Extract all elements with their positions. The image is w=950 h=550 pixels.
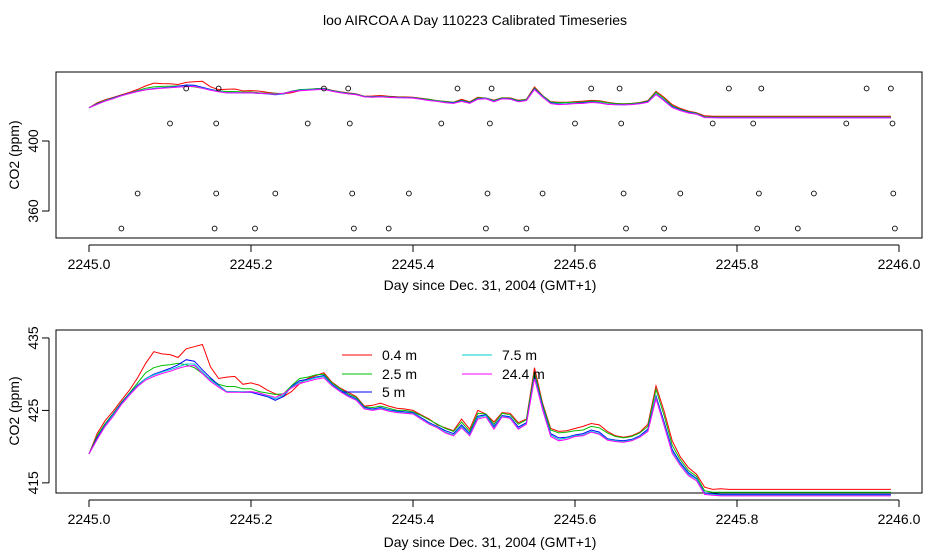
scatter-point [623,225,629,232]
panel-top-x-axis: 2245.0 2245.2 2245.4 2245.6 2245.8 2246.0 [68,244,921,272]
scatter-point [252,225,258,232]
scatter-point [346,120,353,127]
scatter-point [406,190,412,197]
scatter-point [349,190,356,197]
top-x-tick-label: 2245.0 [68,256,111,272]
top-x-tick-label: 2245.6 [554,256,597,272]
scatter-point [487,120,493,127]
scatter-point [811,190,817,197]
scatter-point [661,225,667,232]
series-line [88,363,891,496]
panel-bottom-frame [55,329,923,494]
scatter-point [213,190,220,197]
top-x-tick-label: 2246.0 [878,256,921,272]
series-line [88,343,891,490]
scatter-point [754,225,761,232]
bottom-x-tick-label: 2246.0 [878,511,921,527]
scatter-point [677,190,684,197]
scatter-point [385,225,392,232]
scatter-point [843,120,850,127]
scatter-point [620,190,627,197]
scatter-point [863,85,870,92]
top-y-tick-label: 360 [25,199,41,223]
scatter-point [588,85,595,92]
scatter-point [351,225,357,232]
scatter-point [888,85,894,92]
legend-label: 24.4 m [502,366,545,382]
figure-title: loo AIRCOA A Day 110223 Calibrated Times… [323,12,627,28]
bottom-x-tick-label: 2245.4 [392,511,435,527]
panel-bottom: 2245.0 2245.2 2245.4 2245.6 2245.8 2246.0 415… [6,326,923,550]
legend-label: 0.4 m [382,347,417,363]
scatter-point [272,190,279,197]
panel-top-plot-area [88,80,891,119]
panel-bottom-x-axis: 2245.0 2245.2 2245.4 2245.6 2245.8 2246.0 [68,499,921,527]
legend-label: 7.5 m [502,347,537,363]
panel-bottom-x-axis-label: Day since Dec. 31, 2004 (GMT+1) [384,534,597,550]
scatter-point [572,120,578,127]
scatter-point [345,85,352,92]
scatter-point [794,225,801,232]
scatter-point [215,85,222,92]
scatter-point [709,120,716,127]
series-line [88,364,891,497]
legend-label: 5 m [382,384,405,400]
scatter-point [438,120,445,127]
scatter-point [118,225,125,232]
scatter-point [211,225,218,232]
top-series-line [88,85,891,119]
scatter-point [616,85,623,92]
scatter-point [539,190,546,197]
scatter-point [484,190,491,197]
scatter-point [756,190,762,197]
panel-top-y-axis: 360 400 [25,129,50,223]
legend-label: 2.5 m [382,366,417,382]
panel-bottom-y-axis-label: CO2 (ppm) [6,376,22,445]
scatter-point [483,225,489,232]
scatter-point [167,120,173,127]
top-x-tick-label: 2245.8 [716,256,759,272]
bottom-x-tick-label: 2245.6 [554,511,597,527]
scatter-point [488,85,495,92]
top-y-tick-label: 400 [25,129,41,153]
scatter-point [892,225,898,232]
bottom-y-tick-label: 425 [25,399,41,423]
scatter-point [454,85,461,92]
scatter-point [889,120,896,127]
scatter-point [750,120,757,127]
top-x-tick-label: 2245.4 [392,256,435,272]
scatter-point [134,190,141,197]
bottom-x-tick-label: 2245.2 [230,511,273,527]
bottom-y-tick-label: 435 [25,326,41,350]
bottom-y-tick-label: 415 [25,471,41,495]
scatter-point [523,225,530,232]
scatter-point [618,120,625,127]
scatter-point [758,85,765,92]
scatter-point [321,85,327,92]
panel-top-y-axis-label: CO2 (ppm) [6,120,22,189]
top-x-tick-label: 2245.2 [230,256,273,272]
scatter-point [304,120,311,127]
bottom-x-tick-label: 2245.0 [68,511,111,527]
scatter-point [183,85,190,92]
panel-top-points [118,85,898,232]
scatter-point [726,85,732,92]
panel-top-x-axis-label: Day since Dec. 31, 2004 (GMT+1) [384,277,597,293]
bottom-x-tick-label: 2245.8 [716,511,759,527]
panel-bottom-y-axis: 415 425 435 [25,326,50,495]
scatter-point [890,190,897,197]
panel-top: 2245.0 2245.2 2245.4 2245.6 2245.8 2246.0 360… [6,71,923,293]
scatter-point [213,120,220,127]
legend: 0.4 m 2.5 m 5 m 7.5 m 24.4 m [342,347,545,400]
top-series-line [88,85,891,119]
panel-bottom-plot-area [88,343,891,497]
series-line [88,362,891,493]
panel-top-frame [55,71,923,239]
